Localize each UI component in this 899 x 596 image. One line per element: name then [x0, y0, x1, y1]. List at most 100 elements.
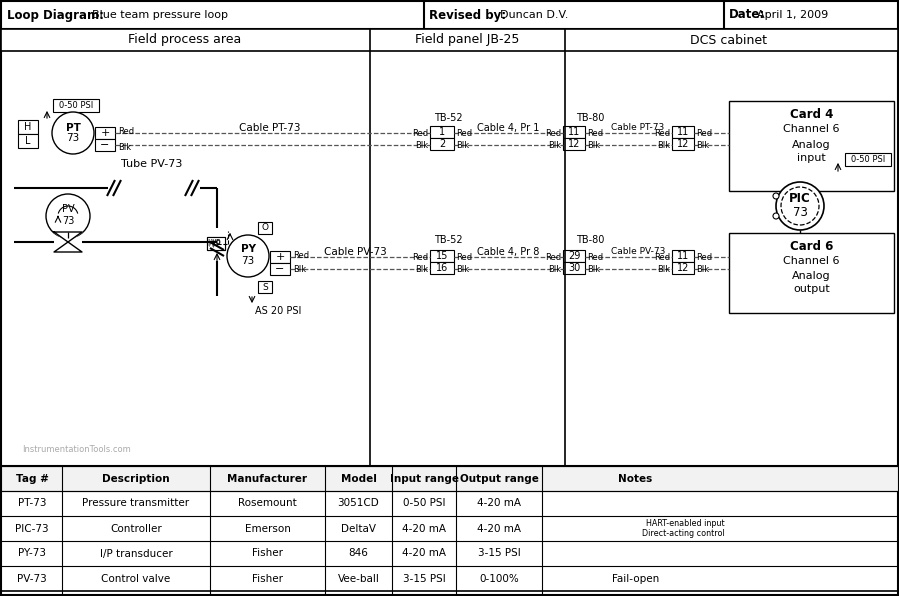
Text: Fisher: Fisher	[252, 573, 283, 583]
Text: 11: 11	[677, 127, 690, 137]
Text: HART-enabled input: HART-enabled input	[646, 519, 725, 528]
Text: Duncan D.V.: Duncan D.V.	[500, 10, 568, 20]
Text: Field panel JB-25: Field panel JB-25	[414, 33, 520, 46]
Text: O: O	[262, 224, 269, 232]
Text: Red: Red	[293, 252, 309, 260]
Text: PIC: PIC	[789, 193, 811, 206]
Text: Analog: Analog	[792, 271, 831, 281]
Text: 846: 846	[349, 548, 369, 558]
Circle shape	[52, 112, 94, 154]
Text: 73: 73	[241, 256, 254, 266]
Text: 73: 73	[67, 133, 80, 143]
Text: Tube PV-73: Tube PV-73	[121, 159, 182, 169]
Bar	[1, 29, 898, 51]
Text: Red: Red	[456, 129, 472, 138]
Text: 15: 15	[436, 251, 449, 261]
Text: 29: 29	[568, 251, 580, 261]
Bar	[845, 153, 891, 166]
Bar	[672, 138, 694, 150]
Text: Tag #: Tag #	[15, 473, 49, 483]
Text: Description: Description	[102, 473, 170, 483]
Text: Red: Red	[545, 129, 561, 138]
Text: 4-20 mA: 4-20 mA	[477, 523, 521, 533]
Text: TB-80: TB-80	[576, 235, 604, 245]
Text: Output range: Output range	[459, 473, 539, 483]
Bar	[563, 250, 585, 262]
Text: L: L	[25, 136, 31, 146]
Text: AS 20 PSI: AS 20 PSI	[254, 306, 301, 316]
Text: PY-73: PY-73	[18, 548, 46, 558]
Text: PY: PY	[241, 244, 255, 254]
Text: Blk: Blk	[587, 141, 601, 150]
Bar	[1, 466, 898, 491]
Text: Vee-ball: Vee-ball	[337, 573, 379, 583]
Text: Model: Model	[341, 473, 377, 483]
Bar	[672, 126, 694, 138]
Bar	[430, 138, 454, 150]
Text: 3051CD: 3051CD	[338, 498, 379, 508]
Text: Blk: Blk	[547, 141, 561, 150]
Text: +: +	[101, 128, 110, 138]
Text: H: H	[24, 122, 31, 132]
Circle shape	[227, 235, 269, 277]
Text: Blk: Blk	[456, 141, 469, 150]
Text: Control valve: Control valve	[102, 573, 171, 583]
Text: Analog: Analog	[792, 140, 831, 150]
Bar	[563, 262, 585, 274]
Circle shape	[773, 213, 779, 219]
Text: Blk: Blk	[696, 141, 709, 150]
Text: Card 4: Card 4	[790, 108, 833, 122]
Text: Card 6: Card 6	[790, 241, 833, 253]
Text: Cable PV-73: Cable PV-73	[610, 247, 665, 256]
Bar	[258, 222, 272, 234]
Text: 11: 11	[677, 251, 690, 261]
Text: +: +	[275, 252, 285, 262]
Text: Emerson: Emerson	[245, 523, 290, 533]
Text: PV-73: PV-73	[17, 573, 47, 583]
Text: 11: 11	[568, 127, 580, 137]
Bar	[18, 134, 38, 148]
Bar	[270, 263, 290, 275]
Bar	[672, 250, 694, 262]
Text: 0-50 PSI: 0-50 PSI	[850, 156, 886, 164]
Text: Fail-open: Fail-open	[612, 573, 659, 583]
Bar	[729, 233, 894, 313]
Text: Red: Red	[118, 126, 134, 135]
Text: 3-15 PSI: 3-15 PSI	[403, 573, 445, 583]
Bar	[672, 262, 694, 274]
Text: Date:: Date:	[729, 8, 765, 21]
Polygon shape	[54, 232, 82, 252]
Text: Manufacturer: Manufacturer	[227, 473, 307, 483]
Bar	[729, 101, 894, 191]
Text: Fisher: Fisher	[252, 548, 283, 558]
Text: April 1, 2009: April 1, 2009	[757, 10, 828, 20]
Text: 1: 1	[439, 127, 445, 137]
Bar	[53, 99, 99, 112]
Text: I/: I/	[207, 238, 212, 247]
Text: 2: 2	[439, 139, 445, 149]
Text: Blk: Blk	[657, 265, 670, 274]
Bar	[430, 250, 454, 262]
Text: −: −	[101, 140, 110, 150]
Text: Blk: Blk	[414, 141, 428, 150]
Text: Red: Red	[587, 129, 603, 138]
Text: 73: 73	[62, 216, 75, 226]
Text: 16: 16	[436, 263, 448, 273]
Text: 4-20 mA: 4-20 mA	[402, 548, 446, 558]
Text: Revised by:: Revised by:	[429, 8, 506, 21]
Text: Blk: Blk	[456, 265, 469, 274]
Text: Red: Red	[696, 253, 712, 262]
Circle shape	[776, 182, 824, 230]
Text: Direct-acting control: Direct-acting control	[642, 529, 725, 538]
Text: I/P: I/P	[211, 240, 221, 249]
Text: Blk: Blk	[118, 142, 131, 151]
Text: input: input	[797, 153, 826, 163]
Text: Cable PT-73: Cable PT-73	[611, 123, 664, 132]
Text: Blk: Blk	[657, 141, 670, 150]
Text: Cable 4, Pr 1: Cable 4, Pr 1	[476, 123, 539, 133]
Text: Input range: Input range	[389, 473, 458, 483]
Text: Blue team pressure loop: Blue team pressure loop	[92, 10, 228, 20]
Text: 30: 30	[568, 263, 580, 273]
Text: TB-80: TB-80	[576, 113, 604, 123]
Text: Blk: Blk	[547, 265, 561, 274]
